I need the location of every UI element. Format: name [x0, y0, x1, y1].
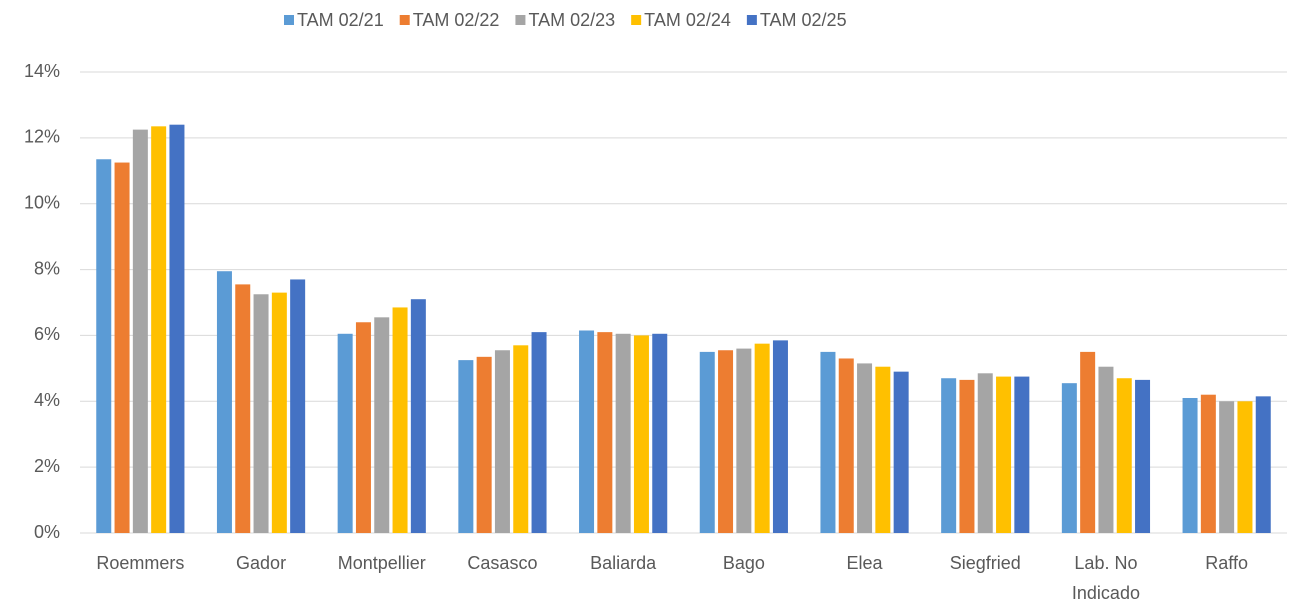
bar: [410, 299, 426, 533]
bar: [151, 126, 167, 533]
bar: [1237, 401, 1253, 533]
bar: [513, 345, 529, 533]
y-tick-label: 2%: [34, 456, 60, 476]
bar: [271, 292, 287, 533]
legend-label: TAM 02/22: [413, 10, 500, 30]
bar: [1116, 378, 1132, 533]
legend-label: TAM 02/21: [297, 10, 384, 30]
bar: [1061, 383, 1077, 533]
bar: [579, 330, 595, 533]
bar: [875, 366, 891, 533]
bar: [531, 332, 547, 533]
x-tick-label: Siegfried: [950, 553, 1021, 573]
bar: [977, 373, 993, 533]
bar: [114, 162, 130, 533]
bar: [820, 351, 836, 533]
bar: [355, 322, 371, 533]
bar: [718, 350, 734, 533]
x-tick-label: Elea: [847, 553, 884, 573]
bar: [1135, 379, 1151, 533]
bar: [652, 333, 668, 533]
bar: [290, 279, 306, 533]
bar: [253, 294, 269, 533]
bar: [1255, 396, 1271, 533]
bar: [941, 378, 957, 533]
bar: [857, 363, 873, 533]
bar: [959, 379, 975, 533]
x-tick-label: Raffo: [1205, 553, 1248, 573]
y-tick-label: 12%: [24, 127, 60, 147]
legend-swatch: [631, 15, 642, 25]
y-tick-label: 8%: [34, 258, 60, 278]
legend-swatch: [515, 15, 526, 25]
x-tick-label: Montpellier: [338, 553, 426, 573]
bar: [216, 271, 232, 533]
bar: [1200, 394, 1216, 533]
x-tick-label: Lab. No Indicado: [1072, 553, 1140, 603]
bar: [893, 371, 909, 533]
bar: [1219, 401, 1235, 533]
bar: [337, 333, 353, 533]
bar: [169, 124, 185, 533]
bar: [96, 159, 112, 533]
bar: [699, 351, 715, 533]
legend-label: TAM 02/23: [528, 10, 615, 30]
bar: [494, 350, 510, 533]
bar: [754, 343, 770, 533]
bar: [772, 340, 788, 533]
legend-label: TAM 02/24: [644, 10, 731, 30]
bar: [597, 332, 613, 533]
legend-swatch: [399, 15, 410, 25]
x-tick-label: Baliarda: [590, 553, 657, 573]
bar: [996, 376, 1012, 533]
y-tick-label: 4%: [34, 390, 60, 410]
bar: [1098, 366, 1114, 533]
bar: [1080, 351, 1096, 533]
x-tick-label: Roemmers: [96, 553, 184, 573]
legend-swatch: [746, 15, 757, 25]
bar: [633, 335, 649, 533]
y-tick-label: 14%: [24, 61, 60, 81]
bar: [476, 356, 492, 533]
x-tick-label: Casasco: [467, 553, 537, 573]
x-tick-label: Bago: [723, 553, 765, 573]
bar: [838, 358, 854, 533]
bar: [458, 360, 474, 533]
x-tick-label: Gador: [236, 553, 286, 573]
bar: [374, 317, 390, 533]
legend-swatch: [284, 15, 294, 25]
bar: [392, 307, 408, 533]
bar: [615, 333, 631, 533]
y-tick-label: 10%: [24, 192, 60, 212]
y-tick-label: 0%: [34, 522, 60, 542]
legend-label: TAM 02/25: [760, 10, 847, 30]
bar: [736, 348, 752, 533]
y-tick-label: 6%: [34, 324, 60, 344]
bar: [1014, 376, 1030, 533]
bar: [1182, 397, 1198, 533]
bar: [132, 129, 148, 533]
bar: [235, 284, 251, 533]
